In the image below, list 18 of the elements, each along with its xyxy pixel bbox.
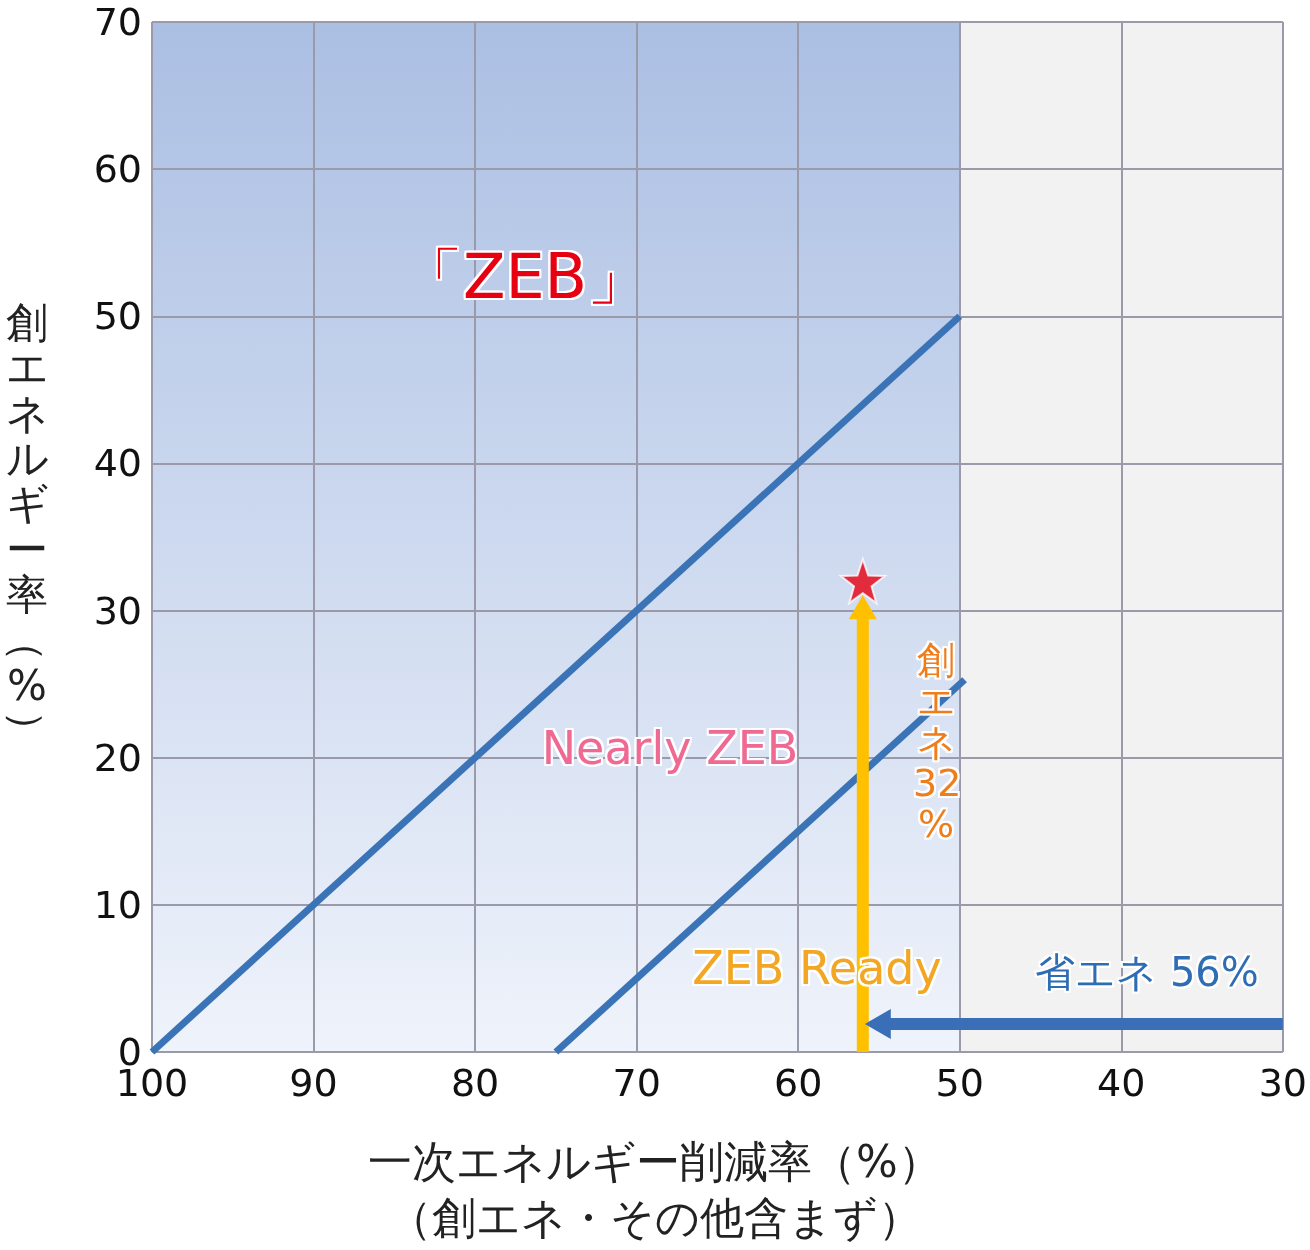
x-tick-label: 60 <box>774 1061 823 1105</box>
y-tick-label: 10 <box>93 882 142 927</box>
y-tick-label: 20 <box>93 735 142 780</box>
x-axis-title: 一次エネルギー削減率（%）（創エネ・その他含まず） <box>367 1135 943 1245</box>
x-tick-label: 70 <box>612 1061 661 1105</box>
text: 創エネルギー率（%） <box>2 298 52 752</box>
y-tick-label: 60 <box>93 147 142 192</box>
x-tick-label: 90 <box>289 1061 338 1105</box>
y-tick-label: 70 <box>93 0 142 44</box>
annotation: 「ZEB」 <box>400 239 650 315</box>
y-tick-label: 30 <box>93 588 142 633</box>
annotation: 省エネ 56% <box>1035 947 1259 997</box>
y-tick-label: 40 <box>93 441 142 486</box>
x-tick-label: 30 <box>1258 1061 1307 1105</box>
x-tick-label: 80 <box>450 1061 500 1105</box>
x-tick-label: 50 <box>935 1061 984 1105</box>
x-tick-label: 40 <box>1097 1061 1146 1105</box>
y-tick-label: 50 <box>93 294 142 339</box>
